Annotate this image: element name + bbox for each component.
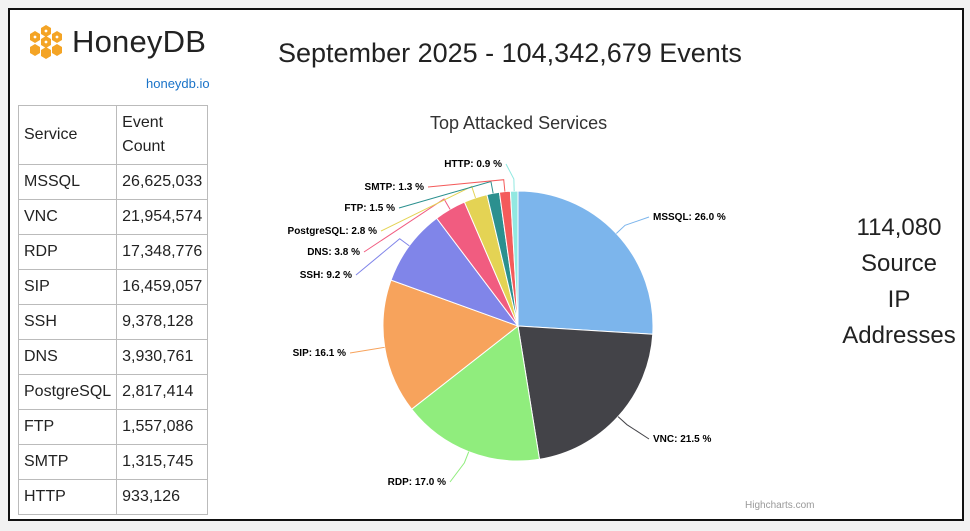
data-label-smtp: SMTP: 1.3 %	[365, 182, 425, 193]
connector-http	[505, 163, 515, 192]
column-header-service: Service	[17, 105, 118, 165]
table-row: DNS 3,930,761	[17, 339, 209, 375]
table-row: RDP 17,348,776	[17, 234, 209, 270]
count-cell: 9,378,128	[116, 304, 209, 340]
source-ip-line1: Source	[860, 250, 938, 277]
data-label-dns: DNS: 3.8 %	[307, 247, 360, 258]
data-label-vnc: VNC: 21.5 %	[653, 434, 711, 445]
count-cell: 16,459,057	[116, 269, 209, 305]
count-cell: 2,817,414	[116, 374, 209, 410]
count-cell: 1,557,086	[116, 409, 209, 445]
source-ip-line3: Addresses	[842, 322, 956, 349]
connector-mssql	[615, 216, 650, 234]
service-cell: PostgreSQL	[17, 374, 118, 410]
count-cell: 21,954,574	[116, 199, 209, 235]
service-table: Service Event Count MSSQL 26,625,033 VNC 2…	[17, 105, 209, 515]
connector-sip	[349, 346, 385, 354]
pie-slice-vnc[interactable]	[517, 325, 654, 460]
connector-rdp	[449, 451, 470, 483]
connector-ssh	[355, 238, 410, 276]
service-cell: VNC	[17, 199, 118, 235]
connector-smtp	[427, 179, 506, 192]
honeydb-link[interactable]: honeydb.io	[146, 76, 210, 91]
chart-credits[interactable]: Highcharts.com	[745, 500, 815, 511]
table-row: SMTP 1,315,745	[17, 444, 209, 480]
service-cell: MSSQL	[17, 164, 118, 200]
pie-slice-rdp[interactable]	[410, 325, 541, 462]
service-cell: SSH	[17, 304, 118, 340]
source-ip-summary: 114,080 Source IP Addresses	[838, 210, 960, 354]
honeycomb-icon	[30, 25, 62, 59]
brand-logo[interactable]: HoneyDB	[26, 22, 206, 62]
service-cell: RDP	[17, 234, 118, 270]
table-header-row: Service Event Count	[17, 105, 209, 165]
count-cell: 26,625,033	[116, 164, 209, 200]
page-title: September 2025 - 104,342,679 Events	[278, 38, 742, 68]
pie-chart: MSSQL: 26.0 % VNC: 21.5 % RDP: 17.0 % SIP: …	[288, 159, 726, 488]
data-label-http: HTTP: 0.9 %	[444, 159, 502, 170]
pie-slice-ssh[interactable]	[390, 217, 520, 328]
service-cell: HTTP	[17, 479, 118, 515]
connector-vnc	[617, 416, 650, 440]
count-cell: 933,126	[116, 479, 209, 515]
data-label-sip: SIP: 16.1 %	[293, 348, 346, 359]
connector-dns	[363, 198, 451, 253]
service-cell: SIP	[17, 269, 118, 305]
data-label-rdp: RDP: 17.0 %	[388, 477, 446, 488]
pie-slice-sip[interactable]	[382, 279, 520, 410]
table-row: PostgreSQL 2,817,414	[17, 374, 209, 410]
data-label-ftp: FTP: 1.5 %	[344, 203, 395, 214]
column-header-event-count: Event Count	[116, 105, 209, 165]
table-row: HTTP 933,126	[17, 479, 209, 515]
table-row: SIP 16,459,057	[17, 269, 209, 305]
source-ip-count: 114,080	[856, 214, 942, 241]
service-cell: SMTP	[17, 444, 118, 480]
table-row: FTP 1,557,086	[17, 409, 209, 445]
page-frame: HoneyDB honeydb.io September 2025 - 104,…	[8, 8, 964, 521]
service-cell: FTP	[17, 409, 118, 445]
table-row: VNC 21,954,574	[17, 199, 209, 235]
table-row: MSSQL 26,625,033	[17, 164, 209, 200]
data-label-postgresql: PostgreSQL: 2.8 %	[288, 226, 378, 237]
data-label-mssql: MSSQL: 26.0 %	[653, 212, 726, 223]
chart-title: Top Attacked Services	[430, 113, 608, 133]
connector-ftp	[398, 180, 494, 209]
source-ip-line2: IP	[887, 286, 911, 313]
table-row: SSH 9,378,128	[17, 304, 209, 340]
brand-name: HoneyDB	[72, 24, 207, 59]
count-cell: 17,348,776	[116, 234, 209, 270]
pie-slice-mssql[interactable]	[517, 190, 654, 335]
data-label-ssh: SSH: 9.2 %	[300, 270, 352, 281]
connector-postgresql	[380, 185, 476, 232]
